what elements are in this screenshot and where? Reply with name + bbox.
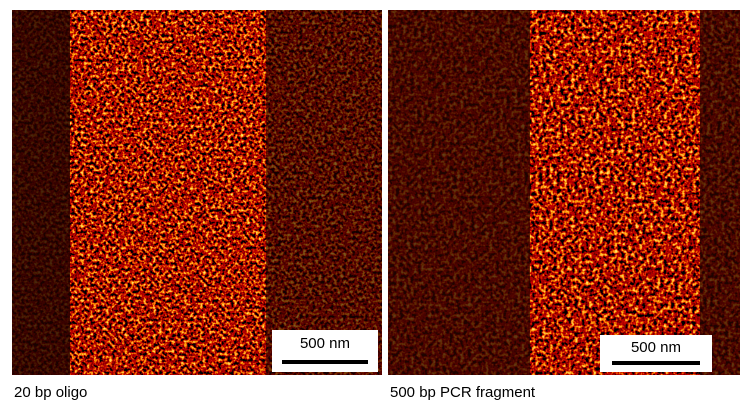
dark-region: [388, 10, 530, 375]
scale-bar: [282, 360, 368, 364]
dark-region: [12, 10, 70, 375]
caption: 20 bp oligo: [14, 384, 87, 401]
caption: 500 bp PCR fragment: [390, 384, 536, 401]
scale-bar-label: 500 nm: [300, 335, 350, 352]
scale-bar-box: [600, 335, 712, 372]
dark-region: [700, 10, 740, 375]
panel-left: 500 nm: [12, 10, 382, 375]
scale-bar: [612, 361, 700, 365]
dark-region: [266, 10, 382, 375]
scale-bar-box: [272, 330, 378, 372]
panel-right: 500 nm: [388, 10, 740, 375]
scale-bar-label: 500 nm: [631, 339, 681, 356]
